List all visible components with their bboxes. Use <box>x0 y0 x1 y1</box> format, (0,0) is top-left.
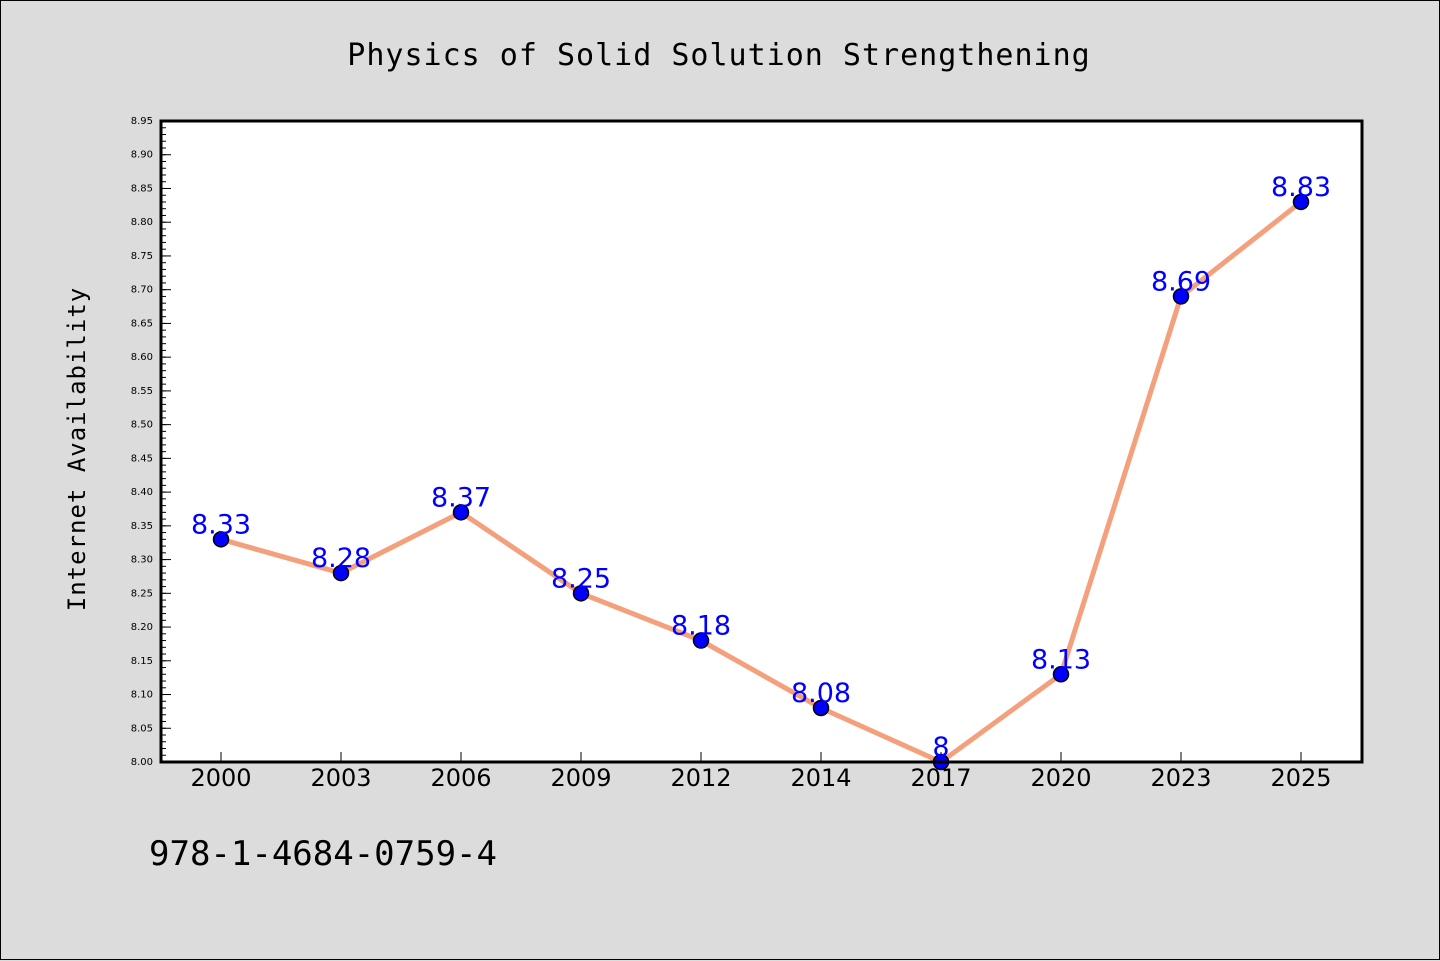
isbn-annotation: 978-1-4684-0759-4 <box>149 834 497 874</box>
data-point <box>1052 666 1070 683</box>
x-ticks: 2000 2003 2006 2009 2012 2014 2017 2020 2023 2025 <box>190 752 1332 792</box>
plot-frame <box>159 119 1364 764</box>
plot-area <box>161 121 1362 762</box>
chart-title: Physics of Solid Solution Strengthening <box>347 38 1090 73</box>
y-tick-label: 8.55 <box>131 386 153 397</box>
y-tick-label: 8.65 <box>131 318 153 329</box>
y-tick-label: 8.50 <box>131 420 153 431</box>
y-tick-label: 8.70 <box>131 285 153 296</box>
data-label: 8.28 <box>311 543 371 574</box>
y-tick-label: 8.05 <box>131 723 153 734</box>
x-tick-label: 2025 <box>1270 764 1331 792</box>
x-tick-label: 2023 <box>1150 764 1211 792</box>
y-tick-label: 8.00 <box>131 757 153 768</box>
data-label: 8.83 <box>1271 172 1331 203</box>
series-line <box>220 200 1303 765</box>
data-label: 8.18 <box>671 611 731 642</box>
data-label: 8.08 <box>791 678 851 709</box>
y-tick-label: 8.30 <box>131 555 153 566</box>
y-tick-label: 8.90 <box>131 150 153 161</box>
data-point <box>332 564 350 582</box>
data-point <box>1292 193 1310 211</box>
y-tick-label: 8.80 <box>131 217 153 228</box>
y-axis-label: Internet Availability <box>63 287 91 611</box>
x-tick-label: 2000 <box>190 764 251 792</box>
y-tick-label: 8.35 <box>131 521 153 532</box>
y-tick-label: 8.40 <box>131 487 153 498</box>
y-tick-label: 8.10 <box>131 690 153 701</box>
data-labels: 8.33 8.28 8.37 8.25 8.18 8.08 8 8.13 8.69 8.83 <box>191 172 1331 763</box>
x-tick-label: 2014 <box>790 764 851 792</box>
data-label: 8.33 <box>191 509 251 540</box>
x-tick-label: 2003 <box>310 764 371 792</box>
data-label: 8.37 <box>431 482 491 513</box>
data-label: 8.69 <box>1151 266 1211 297</box>
y-ticks: 8.00 8.05 8.10 8.15 8.20 8.25 8.30 8.35 8.40 8.45… <box>131 116 171 768</box>
data-point <box>572 585 590 602</box>
data-point <box>1172 288 1190 305</box>
y-tick-label: 8.60 <box>131 352 153 363</box>
x-tick-label: 2006 <box>430 764 491 792</box>
y-tick-label: 8.25 <box>131 588 153 599</box>
data-series <box>212 193 1310 771</box>
x-tick-label: 2012 <box>670 764 731 792</box>
y-tick-label: 8.20 <box>131 622 153 633</box>
y-tick-label: 8.95 <box>131 116 153 127</box>
data-point <box>212 531 230 548</box>
data-label: 8 <box>932 732 949 763</box>
y-tick-label: 8.75 <box>131 251 153 262</box>
y-tick-label: 8.45 <box>131 453 153 464</box>
data-point <box>812 699 830 717</box>
data-label: 8.25 <box>551 563 611 594</box>
x-tick-label: 2020 <box>1030 764 1091 792</box>
data-point <box>452 504 470 521</box>
data-label: 8.13 <box>1031 644 1091 675</box>
data-point <box>692 632 710 649</box>
x-tick-label: 2009 <box>550 764 611 792</box>
y-tick-label: 8.85 <box>131 183 153 194</box>
y-tick-label: 8.15 <box>131 656 153 667</box>
